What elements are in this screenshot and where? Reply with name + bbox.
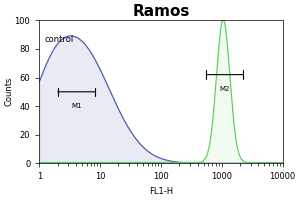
Text: control: control: [44, 35, 74, 44]
Text: M2: M2: [220, 86, 230, 92]
Y-axis label: Counts: Counts: [4, 77, 13, 106]
Title: Ramos: Ramos: [132, 4, 190, 19]
Text: M1: M1: [71, 103, 81, 109]
X-axis label: FL1-H: FL1-H: [149, 187, 173, 196]
